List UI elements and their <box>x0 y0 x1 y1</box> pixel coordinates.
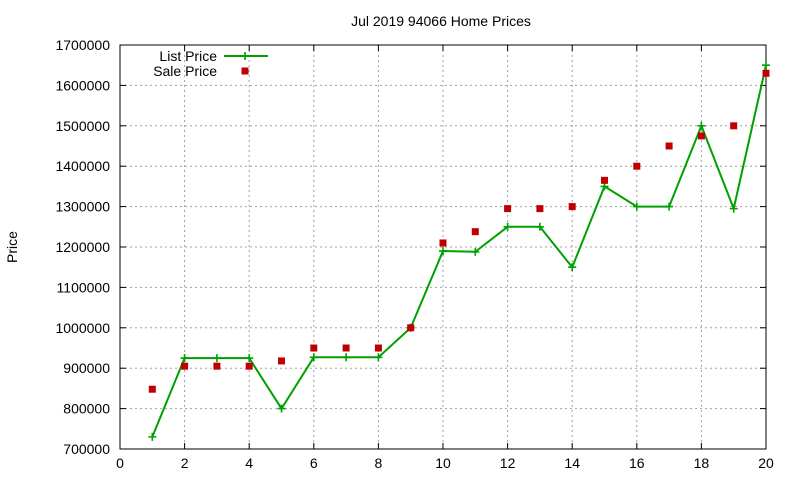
legend-label-list-price: List Price <box>159 48 217 64</box>
sale-price-point <box>730 122 738 130</box>
sale-price-point <box>633 162 641 170</box>
x-tick-label: 6 <box>310 455 318 471</box>
sale-price-point <box>568 203 576 211</box>
x-tick-label: 16 <box>629 455 645 471</box>
sale-price-point <box>407 324 415 332</box>
sale-price-point <box>245 362 253 370</box>
y-tick-label: 1000000 <box>55 320 110 336</box>
sale-price-point <box>439 239 447 247</box>
list-price-point <box>729 204 738 213</box>
sale-price-point <box>278 357 285 365</box>
list-price-point <box>309 353 318 362</box>
sale-price-point <box>374 344 382 352</box>
y-tick-label: 1400000 <box>55 158 110 174</box>
list-price-point <box>697 121 706 130</box>
list-price-point <box>471 247 480 256</box>
chart-title: Jul 2019 94066 Home Prices <box>351 13 531 29</box>
y-tick-label: 1200000 <box>55 239 110 255</box>
legend-label-sale-price: Sale Price <box>153 63 217 79</box>
x-tick-label: 2 <box>181 455 189 471</box>
list-price-point <box>342 353 351 362</box>
y-axis-label: Price <box>4 231 20 263</box>
sale-price-point <box>148 385 156 393</box>
sale-price-point <box>536 205 544 213</box>
list-price-point <box>148 432 157 441</box>
y-tick-label: 1500000 <box>55 118 110 134</box>
list-price-point <box>535 222 544 231</box>
y-tick-label: 1300000 <box>55 199 110 215</box>
sale-price-point <box>762 69 770 77</box>
sale-price-point <box>665 142 673 150</box>
tick-labels: 0 2 4 6 8 10 12 14 16 18 20 700000 800000 900000 10000… <box>55 37 774 471</box>
list-price-point <box>439 247 447 256</box>
list-price-point <box>277 404 286 413</box>
y-tick-label: 700000 <box>63 441 110 457</box>
y-tick-label: 900000 <box>63 360 110 376</box>
sale-price-point <box>342 344 350 352</box>
y-tick-label: 1700000 <box>55 37 110 53</box>
list-price-point <box>503 222 512 231</box>
legend-marker-list-price <box>241 52 249 60</box>
x-tick-label: 4 <box>245 455 253 471</box>
sale-price-point <box>181 362 189 370</box>
legend: List Price Sale Price <box>153 48 268 79</box>
list-price-line <box>151 64 767 438</box>
sale-price-point <box>213 362 221 370</box>
y-tick-label: 800000 <box>63 401 110 417</box>
list-price-point <box>632 202 641 211</box>
list-price-point <box>180 354 189 363</box>
x-tick-label: 0 <box>116 455 124 471</box>
plot-frame <box>119 44 767 450</box>
list-price-point <box>212 354 221 363</box>
sale-price-point <box>504 205 512 213</box>
sale-price-point <box>697 132 705 140</box>
y-tick-label: 1600000 <box>55 77 110 93</box>
x-tick-label: 14 <box>564 455 580 471</box>
list-price-point <box>665 202 674 211</box>
sale-price-point <box>601 176 608 184</box>
legend-marker-sale-price <box>241 67 249 75</box>
sale-price-point <box>471 228 479 236</box>
list-price-point <box>245 354 254 363</box>
x-tick-label: 18 <box>694 455 710 471</box>
sale-price-point <box>310 344 318 352</box>
grid <box>119 44 767 450</box>
list-price-point <box>568 263 577 272</box>
y-tick-label: 1100000 <box>57 279 111 295</box>
series <box>148 61 770 441</box>
x-tick-label: 20 <box>758 455 774 471</box>
x-tick-label: 8 <box>375 455 383 471</box>
x-tick-label: 10 <box>435 455 451 471</box>
list-price-point <box>374 353 383 362</box>
x-tick-label: 12 <box>500 455 516 471</box>
list-price-point <box>762 61 770 70</box>
